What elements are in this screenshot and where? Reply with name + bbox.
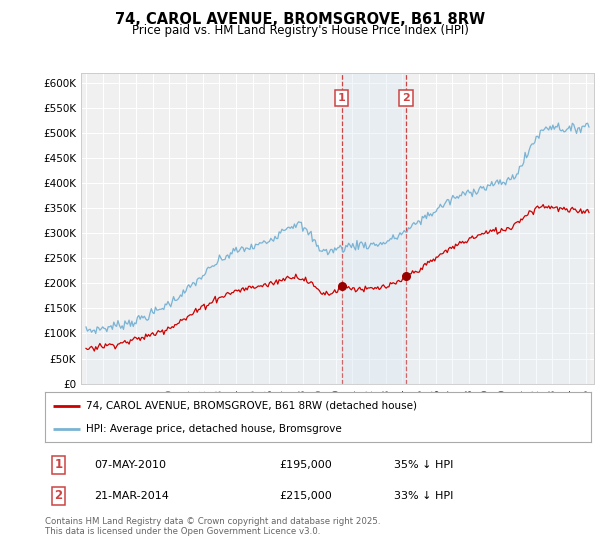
- Text: 1: 1: [338, 93, 346, 103]
- Text: 35% ↓ HPI: 35% ↓ HPI: [394, 460, 454, 470]
- Text: 07-MAY-2010: 07-MAY-2010: [94, 460, 166, 470]
- Bar: [342, 73, 406, 384]
- Text: 74, CAROL AVENUE, BROMSGROVE, B61 8RW: 74, CAROL AVENUE, BROMSGROVE, B61 8RW: [115, 12, 485, 27]
- Text: HPI: Average price, detached house, Bromsgrove: HPI: Average price, detached house, Brom…: [86, 424, 342, 434]
- Text: Contains HM Land Registry data © Crown copyright and database right 2025.
This d: Contains HM Land Registry data © Crown c…: [45, 517, 380, 536]
- Text: £215,000: £215,000: [280, 491, 332, 501]
- Text: 33% ↓ HPI: 33% ↓ HPI: [394, 491, 454, 501]
- Text: 2: 2: [402, 93, 410, 103]
- Text: Price paid vs. HM Land Registry's House Price Index (HPI): Price paid vs. HM Land Registry's House …: [131, 24, 469, 36]
- Text: 1: 1: [55, 458, 63, 472]
- Text: 74, CAROL AVENUE, BROMSGROVE, B61 8RW (detached house): 74, CAROL AVENUE, BROMSGROVE, B61 8RW (d…: [86, 400, 417, 410]
- Text: £195,000: £195,000: [280, 460, 332, 470]
- Text: 21-MAR-2014: 21-MAR-2014: [94, 491, 169, 501]
- Text: 2: 2: [55, 489, 63, 502]
